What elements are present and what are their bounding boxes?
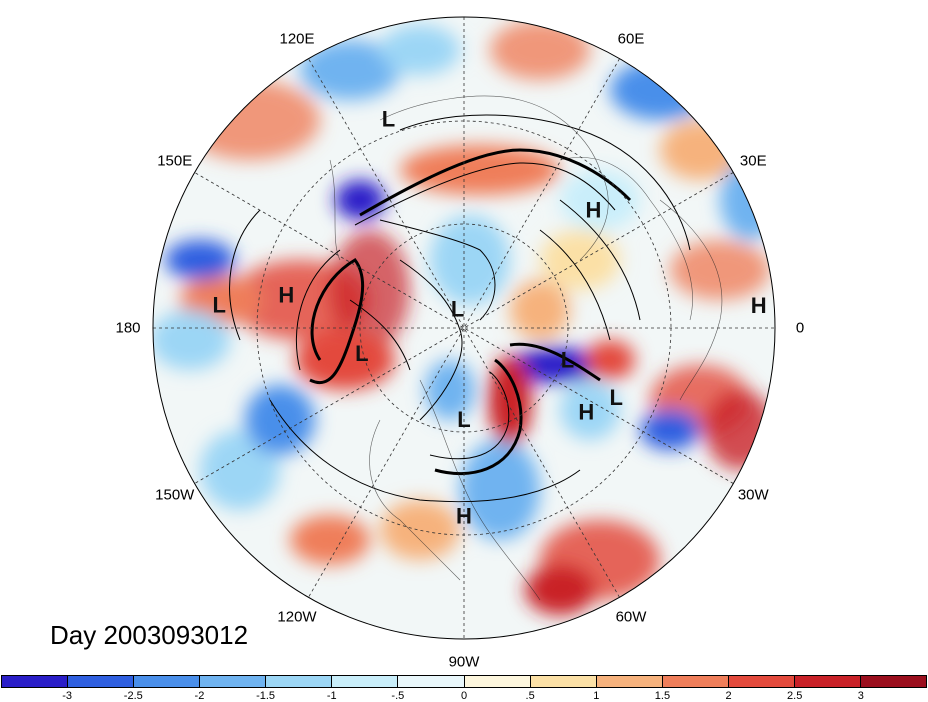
longitude-label: 120E xyxy=(279,30,315,48)
colorbar-swatch xyxy=(662,676,729,687)
colorbar-swatch xyxy=(2,676,69,687)
colorbar-swatch xyxy=(530,676,597,687)
colorbar-tick-label: 2 xyxy=(725,690,732,702)
high-pressure-marker: H xyxy=(456,504,472,529)
low-pressure-marker: L xyxy=(451,296,464,321)
colorbar-swatch xyxy=(596,676,663,687)
colorbar-swatch xyxy=(134,676,201,687)
colorbar-tick-label: -2.5 xyxy=(123,690,143,702)
colorbar xyxy=(1,675,927,688)
longitude-label: 120W xyxy=(277,608,317,626)
low-pressure-marker: L xyxy=(382,106,395,131)
longitude-label: 150W xyxy=(155,486,195,504)
longitude-label: 90W xyxy=(448,653,480,671)
high-pressure-marker: H xyxy=(751,293,767,318)
longitude-label: 30E xyxy=(739,152,767,170)
longitude-label: 0 xyxy=(795,319,805,337)
colorbar-tick-label: 1 xyxy=(593,690,600,702)
low-pressure-marker: L xyxy=(609,385,622,410)
colorbar-swatch xyxy=(861,676,927,687)
geopotential-contours xyxy=(229,114,691,503)
colorbar-swatch xyxy=(68,676,135,687)
colorbar-tick-label: -1.5 xyxy=(256,690,276,702)
high-pressure-marker: H xyxy=(585,197,601,222)
longitude-label: 180 xyxy=(115,319,141,337)
longitude-label: 60W xyxy=(615,608,647,626)
longitude-label: 60E xyxy=(617,30,645,48)
map-boundary xyxy=(152,16,776,640)
colorbar-swatch xyxy=(464,676,531,687)
low-pressure-marker: L xyxy=(561,347,574,372)
colorbar-swatch xyxy=(332,676,399,687)
longitude-label: 90E xyxy=(451,0,478,3)
colorbar-tick-label: 3 xyxy=(857,690,864,702)
colorbar-tick-label: 0 xyxy=(460,690,468,702)
high-pressure-marker: H xyxy=(578,399,594,424)
colorbar-swatch xyxy=(794,676,862,687)
colorbar-swatch xyxy=(266,676,333,687)
colorbar-swatch xyxy=(398,676,465,687)
low-pressure-marker: L xyxy=(457,407,470,432)
colorbar-swatch xyxy=(200,676,267,687)
longitude-label: 30W xyxy=(737,486,769,504)
colorbar-tick-label: 2.5 xyxy=(787,690,803,702)
longitude-label: 150E xyxy=(157,152,193,170)
low-pressure-marker: L xyxy=(355,341,368,366)
coastlines xyxy=(329,95,723,601)
colorbar-tick-label: .5 xyxy=(525,690,535,702)
day-label: Day 2003093012 xyxy=(50,620,249,650)
colorbar-tick-label: -3 xyxy=(62,690,73,702)
colorbar-tick-label: -2 xyxy=(194,690,205,702)
high-pressure-marker: H xyxy=(278,282,294,307)
colorbar-tick-label: 1.5 xyxy=(654,690,671,702)
colorbar-tick-label: -.5 xyxy=(391,690,405,702)
graticule xyxy=(153,17,775,639)
low-pressure-marker: L xyxy=(213,292,226,317)
colorbar-swatch xyxy=(728,676,795,687)
colorbar-tick-label: -1 xyxy=(326,690,337,702)
